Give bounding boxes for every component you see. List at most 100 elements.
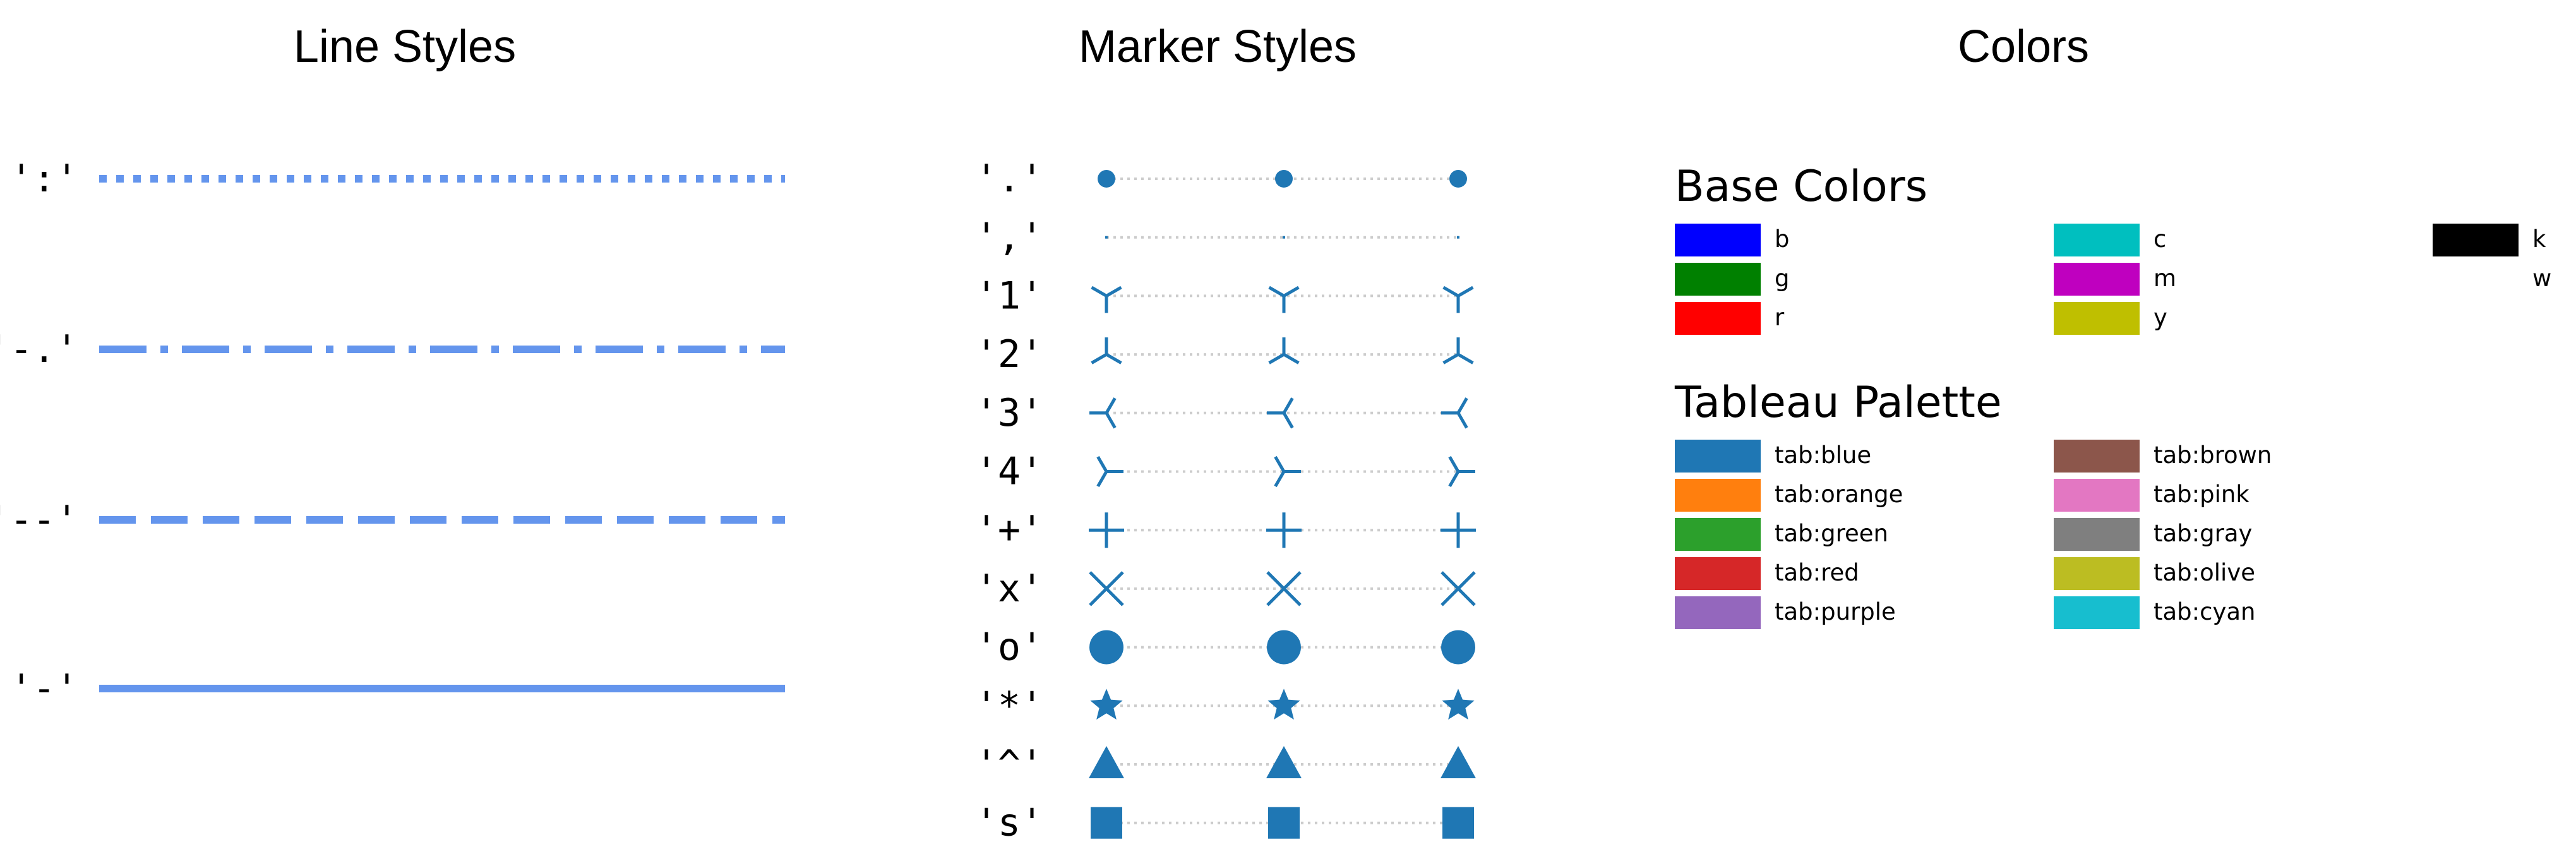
marker-style-label: '^': [975, 742, 1043, 786]
color-swatch-item: tab:cyan: [2054, 596, 2256, 629]
marker-circle: [1089, 630, 1123, 665]
marker-row: '+': [975, 508, 1476, 552]
marker-style-label: '.': [975, 157, 1043, 201]
color-swatch: [2433, 263, 2519, 296]
marker-row: 's': [975, 801, 1474, 845]
color-name-label: r: [1775, 304, 1785, 331]
marker-pixel: [1105, 236, 1108, 239]
marker-tri_right: [1096, 455, 1123, 488]
marker-star: [1442, 689, 1475, 720]
color-name-label: y: [2154, 304, 2167, 331]
marker-pixel: [1283, 236, 1285, 239]
color-name-label: tab:olive: [2154, 559, 2255, 586]
base-colors-swatches: bgr cmy kw: [1675, 224, 2551, 335]
color-name-label: tab:purple: [1775, 598, 1896, 625]
marker-tri_up: [1442, 337, 1474, 364]
color-name-label: c: [2154, 226, 2166, 253]
line-styles-panel: ':' '-.' '--' '-': [0, 157, 785, 711]
color-name-label: tab:orange: [1775, 481, 1903, 508]
color-swatch-item: tab:gray: [2054, 518, 2252, 551]
marker-row: '2': [975, 332, 1474, 376]
marker-row: '.': [975, 157, 1467, 201]
marker-plus: [1089, 512, 1124, 548]
color-swatch: [1675, 224, 1761, 256]
marker-pixel: [1457, 236, 1459, 239]
base-colors-title: Base Colors: [1675, 162, 1927, 212]
colors-title: Colors: [1958, 21, 2089, 72]
color-name-label: tab:blue: [1775, 442, 1871, 469]
marker-style-label: ',': [975, 215, 1043, 260]
color-swatch: [1675, 557, 1761, 590]
marker-styles-title: Marker Styles: [1079, 21, 1357, 72]
line-style-label: '-.': [0, 327, 78, 371]
marker-tri_right: [1448, 455, 1475, 488]
marker-tri_down: [1091, 286, 1122, 313]
color-swatch: [1675, 518, 1761, 551]
color-swatch-item: tab:brown: [2054, 440, 2272, 473]
marker-x: [1089, 571, 1124, 606]
marker-style-label: 'o': [975, 625, 1043, 670]
marker-plus: [1266, 512, 1302, 548]
color-swatch-item: m: [2054, 263, 2176, 296]
color-swatch: [1675, 263, 1761, 296]
color-swatch: [2054, 302, 2140, 335]
color-name-label: m: [2154, 265, 2176, 292]
color-swatch-item: c: [2054, 224, 2166, 256]
marker-tri_down: [1268, 286, 1300, 313]
marker-tri_right: [1274, 455, 1301, 488]
marker-circle: [1441, 630, 1475, 665]
color-swatch: [1675, 440, 1761, 473]
line-style-label: '-': [10, 666, 78, 711]
color-swatch: [2433, 224, 2519, 256]
marker-square: [1091, 807, 1122, 839]
color-swatch-item: tab:olive: [2054, 557, 2255, 590]
color-swatch-item: w: [2433, 263, 2551, 296]
color-swatch-item: r: [1675, 302, 1785, 335]
color-swatch: [2054, 263, 2140, 296]
color-swatch-item: tab:purple: [1675, 596, 1896, 629]
color-name-label: tab:brown: [2154, 442, 2272, 469]
line-style-label: '--': [0, 498, 78, 542]
marker-row: 'o': [975, 625, 1475, 670]
color-swatch-item: tab:pink: [2054, 479, 2250, 512]
line-style-label: ':': [10, 157, 78, 201]
color-name-label: tab:red: [1775, 559, 1859, 586]
marker-tri_down: [1442, 286, 1474, 313]
marker-point: [1098, 170, 1115, 188]
color-swatch-item: y: [2054, 302, 2167, 335]
color-swatch-item: b: [1675, 224, 1790, 256]
tableau-palette-swatches: tab:blue tab:orange tab:green tab:red tab:pu…: [1675, 440, 2272, 629]
color-swatch-item: tab:green: [1675, 518, 1888, 551]
color-name-label: k: [2532, 226, 2546, 253]
color-name-label: tab:cyan: [2154, 598, 2256, 625]
marker-triangle_up: [1441, 746, 1476, 778]
marker-plus: [1441, 512, 1476, 548]
marker-star: [1090, 689, 1123, 720]
color-swatch: [2054, 518, 2140, 551]
color-name-label: w: [2532, 265, 2551, 292]
marker-tri_left: [1267, 397, 1294, 429]
color-swatch-item: tab:red: [1675, 557, 1859, 590]
marker-row: '^': [975, 742, 1476, 786]
tableau-palette-title: Tableau Palette: [1674, 378, 2002, 428]
marker-triangle_up: [1266, 746, 1302, 778]
marker-style-label: '*': [975, 683, 1043, 728]
line-styles-title: Line Styles: [294, 21, 516, 72]
marker-square: [1442, 807, 1474, 839]
marker-row: '*': [975, 683, 1475, 728]
color-swatch: [1675, 302, 1761, 335]
color-swatch: [2054, 557, 2140, 590]
marker-tri_left: [1089, 397, 1117, 429]
marker-x: [1266, 571, 1302, 606]
color-swatch: [2054, 596, 2140, 629]
marker-point: [1275, 170, 1293, 188]
color-name-label: tab:green: [1775, 520, 1888, 547]
marker-style-label: 's': [975, 801, 1043, 845]
marker-row: 'x': [975, 567, 1476, 611]
marker-star: [1267, 689, 1300, 720]
marker-style-label: 'x': [975, 567, 1043, 611]
marker-square: [1268, 807, 1300, 839]
color-swatch: [2054, 440, 2140, 473]
marker-style-label: '1': [975, 274, 1043, 318]
marker-tri_left: [1441, 397, 1468, 429]
